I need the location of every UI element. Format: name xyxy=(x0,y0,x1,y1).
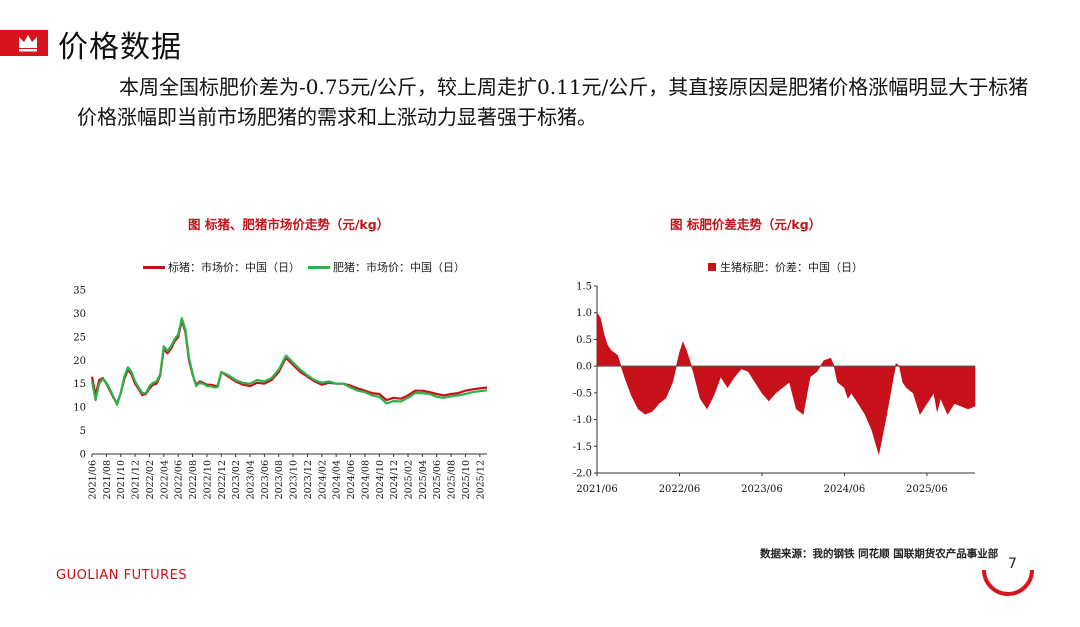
legend-item-spread: 生猪标肥：价差：中国（日） xyxy=(708,259,863,275)
data-source-note: 数据来源：我的钢铁 同花顺 国联期货农产品事业部 xyxy=(760,548,999,560)
left-x-tick-label: 2024/12 xyxy=(389,460,400,499)
left-x-tick-label: 2024/04 xyxy=(332,460,343,499)
left-chart-title: 图 标猪、肥猪市场价走势（元/kg） xyxy=(188,217,390,232)
left-x-tick-label: 2023/12 xyxy=(303,460,314,499)
right-x-tick-label: 2023/06 xyxy=(741,484,783,495)
right-chart-title: 图 标肥价差走势（元/kg） xyxy=(670,217,822,232)
right-y-tick-label: 1.0 xyxy=(576,308,592,319)
left-x-tick-label: 2024/02 xyxy=(317,460,328,499)
right-y-tick-label: 1.5 xyxy=(576,282,592,293)
legend-label-spread: 生猪标肥：价差：中国（日） xyxy=(720,261,863,274)
summary-paragraph: 本周全国标肥价差为-0.75元/公斤，较上周走扩0.11元/公斤，其直接原因是肥… xyxy=(77,75,1029,129)
left-y-tick-label: 35 xyxy=(73,286,86,297)
page-title: 价格数据 xyxy=(58,30,182,65)
page-number: 7 xyxy=(1008,556,1017,572)
left-y-tick-label: 10 xyxy=(73,403,86,414)
left-x-tick-label: 2023/10 xyxy=(289,460,300,499)
left-x-tick-label: 2023/06 xyxy=(260,460,271,499)
left-x-tick-label: 2025/06 xyxy=(432,460,443,499)
right-y-tick-label: -1.0 xyxy=(573,415,592,426)
right-x-tick-label: 2022/06 xyxy=(659,484,701,495)
legend-label-fat-pig: 肥猪：市场价：中国（日） xyxy=(333,261,465,274)
right-x-tick-label: 2025/06 xyxy=(906,484,948,495)
right-x-tick-label: 2021/06 xyxy=(576,484,618,495)
left-chart-legend: 标猪：市场价：中国（日） 肥猪：市场价：中国（日） xyxy=(143,259,473,275)
right-y-tick-label: -2.0 xyxy=(573,469,592,480)
right-y-tick-label: 0.5 xyxy=(576,335,592,346)
left-x-tick-label: 2022/12 xyxy=(217,460,228,499)
left-x-tick-label: 2025/02 xyxy=(404,460,415,499)
left-x-tick-label: 2024/10 xyxy=(375,460,386,499)
legend-item-fat-pig: 肥猪：市场价：中国（日） xyxy=(308,259,465,275)
left-x-tick-label: 2022/04 xyxy=(159,460,170,499)
right-y-tick-label: -1.5 xyxy=(573,442,592,453)
left-x-tick-label: 2024/08 xyxy=(360,460,371,499)
left-x-tick-label: 2023/02 xyxy=(231,460,242,499)
left-x-tick-label: 2021/12 xyxy=(131,460,142,499)
right-y-tick-label: -0.5 xyxy=(573,388,592,399)
right-x-tick-label: 2024/06 xyxy=(824,484,866,495)
left-y-tick-label: 25 xyxy=(73,332,86,343)
left-x-tick-label: 2021/10 xyxy=(116,460,127,499)
header-accent-bar xyxy=(0,30,48,56)
left-x-tick-label: 2021/08 xyxy=(102,460,113,499)
left-y-tick-label: 30 xyxy=(73,309,86,320)
left-x-tick-label: 2022/06 xyxy=(174,460,185,499)
page-corner-arc-icon xyxy=(982,569,1034,596)
legend-label-standard-pig: 标猪：市场价：中国（日） xyxy=(168,261,300,274)
legend-swatch-fat-pig xyxy=(308,265,330,269)
left-x-tick-label: 2025/12 xyxy=(475,460,486,499)
legend-swatch-standard-pig xyxy=(143,265,165,269)
fat-pig-line xyxy=(90,317,488,406)
left-x-tick-label: 2023/08 xyxy=(274,460,285,499)
spread-area xyxy=(596,311,976,455)
right-y-tick-label: 0.0 xyxy=(576,362,592,373)
left-x-tick-label: 2025/08 xyxy=(447,460,458,499)
left-y-tick-label: 5 xyxy=(80,426,86,437)
legend-item-standard-pig: 标猪：市场价：中国（日） xyxy=(143,259,300,275)
right-chart-legend: 生猪标肥：价差：中国（日） xyxy=(708,259,871,275)
crown-icon xyxy=(19,35,37,52)
left-x-tick-label: 2022/08 xyxy=(188,460,199,499)
left-x-tick-label: 2023/04 xyxy=(246,460,257,499)
left-x-tick-label: 2025/04 xyxy=(418,460,429,499)
left-x-tick-label: 2022/02 xyxy=(145,460,156,499)
left-y-tick-label: 20 xyxy=(73,356,86,367)
left-x-tick-label: 2024/06 xyxy=(346,460,357,499)
left-y-tick-label: 0 xyxy=(80,450,86,461)
left-x-tick-label: 2025/10 xyxy=(461,460,472,499)
company-logo-text: GUOLIAN FUTURES xyxy=(56,568,188,583)
legend-swatch-spread xyxy=(708,263,716,271)
left-x-tick-label: 2021/06 xyxy=(88,460,99,499)
left-y-tick-label: 15 xyxy=(73,379,86,390)
left-x-tick-label: 2022/10 xyxy=(202,460,213,499)
